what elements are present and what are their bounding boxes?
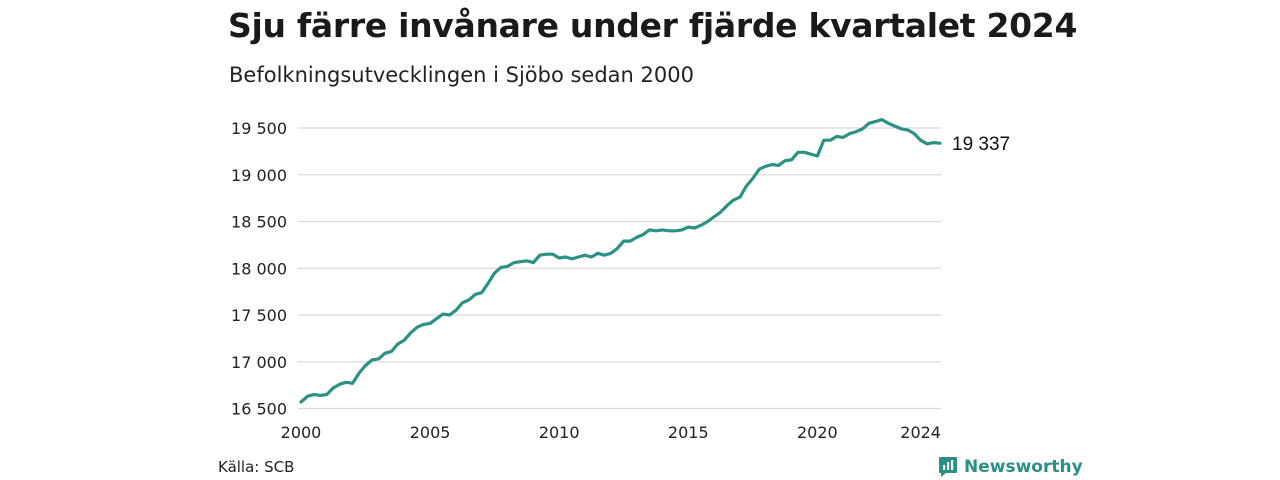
population-series-line <box>299 118 942 404</box>
chart-title: Sju färre invånare under fjärde kvartale… <box>228 6 1078 45</box>
x-axis-ticks: 2000 2005 2010 2015 2020 2024 <box>281 423 941 442</box>
chart-subtitle: Befolkningsutvecklingen i Sjöbo sedan 20… <box>229 63 694 87</box>
grid-lines <box>298 127 941 410</box>
x-tick-label: 2024 <box>900 423 941 442</box>
brand-name: Newsworthy <box>964 457 1083 477</box>
y-tick-label: 18 000 <box>231 259 287 278</box>
x-tick-label: 2020 <box>797 423 838 442</box>
y-tick-label: 16 500 <box>231 400 287 419</box>
y-axis-ticks: 16 500 17 000 17 500 18 000 18 500 19 000 19 5… <box>231 119 287 419</box>
x-tick-label: 2000 <box>281 423 322 442</box>
source-note: Källa: SCB <box>218 458 295 476</box>
y-tick-label: 18 500 <box>231 213 287 232</box>
x-tick-label: 2010 <box>539 423 580 442</box>
newsworthy-logo-icon <box>939 457 957 477</box>
y-tick-label: 17 500 <box>231 306 287 325</box>
y-tick-label: 17 000 <box>231 353 287 372</box>
y-tick-label: 19 500 <box>231 119 287 138</box>
x-tick-label: 2005 <box>410 423 451 442</box>
end-value-label: 19 337 <box>952 134 1010 155</box>
x-tick-label: 2015 <box>668 423 709 442</box>
y-tick-label: 19 000 <box>231 166 287 185</box>
brand-logo: Newsworthy <box>938 456 1083 478</box>
